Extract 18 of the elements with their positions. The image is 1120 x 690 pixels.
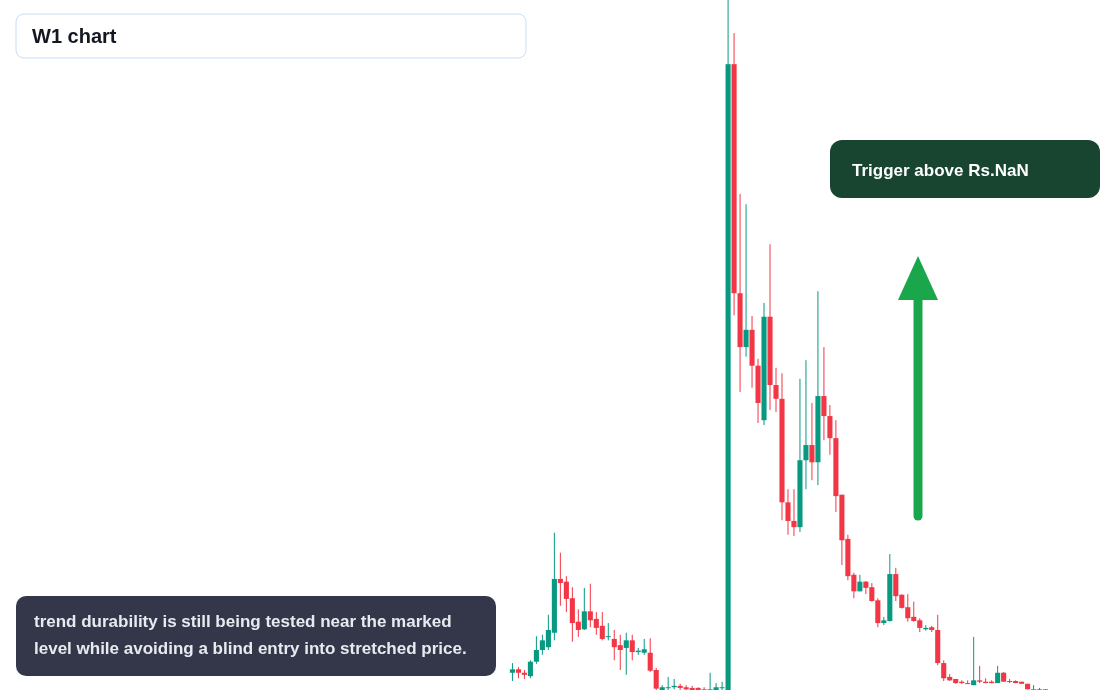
candlestick <box>971 636 977 686</box>
candlestick <box>773 367 779 413</box>
candlestick <box>821 346 827 441</box>
candlestick <box>605 622 611 641</box>
candlestick <box>629 634 635 661</box>
candlestick <box>533 635 539 665</box>
candlestick <box>827 404 833 456</box>
candlestick <box>809 402 815 481</box>
candlestick <box>623 632 629 676</box>
candlestick <box>785 488 791 536</box>
candlestick <box>581 587 587 631</box>
candlestick <box>965 679 971 685</box>
text: W1 chart <box>32 25 117 47</box>
annotation: Trigger above Rs.NaN <box>852 161 1029 180</box>
candlestick <box>743 203 749 358</box>
candlestick <box>791 488 797 537</box>
candlestick <box>1031 684 1037 690</box>
candlestick <box>803 359 809 490</box>
